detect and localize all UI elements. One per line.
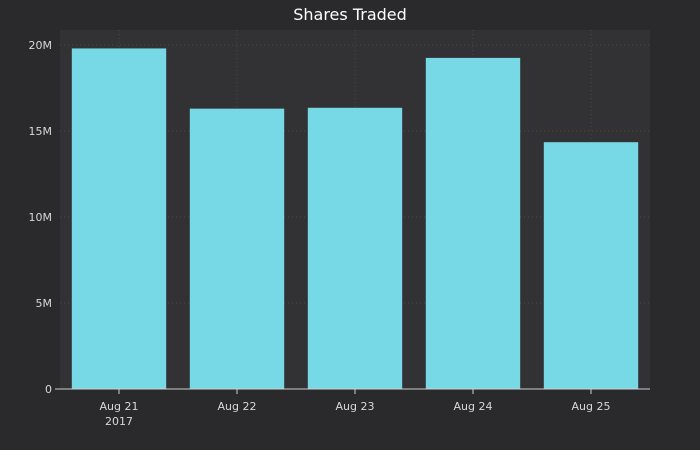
x-tick-label: Aug 22 <box>218 400 257 413</box>
x-axis: Aug 21 2017 Aug 22 Aug 23 Aug 24 Aug 25 <box>60 388 650 428</box>
y-tick-label: 0 <box>45 383 52 396</box>
x-tick-label: Aug 21 <box>100 400 139 413</box>
x-tick-label: Aug 25 <box>572 400 611 413</box>
bar <box>425 57 521 390</box>
bar <box>543 142 639 389</box>
bar <box>189 108 285 389</box>
x-tick-label: Aug 23 <box>336 400 375 413</box>
x-tick-label: Aug 24 <box>454 400 493 413</box>
chart-title: Shares Traded <box>293 5 407 24</box>
bars <box>71 48 639 390</box>
y-axis: 0 5M 10M 15M 20M <box>29 39 60 396</box>
bar <box>307 107 403 389</box>
x-tick-sublabel: 2017 <box>105 415 133 428</box>
y-tick-label: 10M <box>29 211 53 224</box>
bar <box>71 48 167 389</box>
y-tick-label: 5M <box>36 297 53 310</box>
y-tick-label: 15M <box>29 125 53 138</box>
y-tick-label: 20M <box>29 39 53 52</box>
